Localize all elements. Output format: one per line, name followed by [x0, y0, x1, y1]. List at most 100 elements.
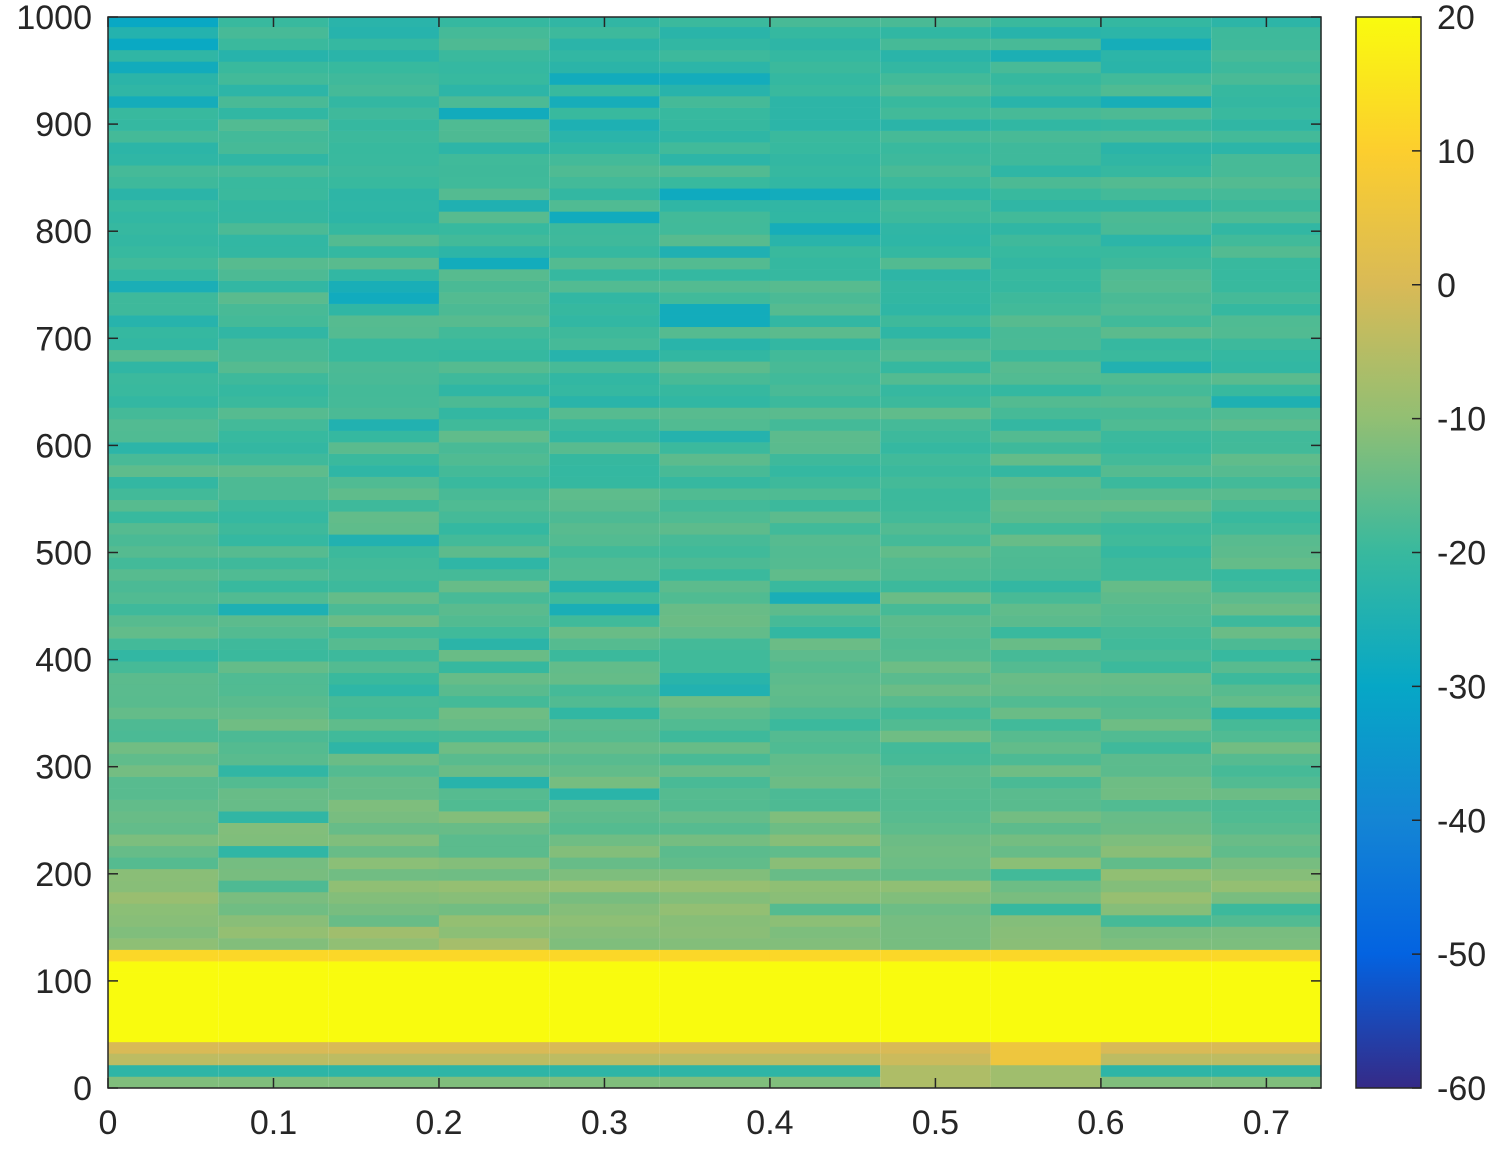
- heatmap-cell: [438, 26, 550, 39]
- heatmap-cell: [1211, 765, 1322, 777]
- heatmap-cell: [438, 545, 550, 558]
- heatmap-cell: [1100, 418, 1212, 431]
- heatmap-cell: [549, 1041, 660, 1054]
- heatmap-cell: [438, 61, 550, 74]
- heatmap-cell: [880, 603, 991, 616]
- heatmap-cell: [107, 257, 219, 270]
- heatmap-cell: [549, 269, 660, 281]
- heatmap-cell: [659, 222, 771, 235]
- heatmap-cell: [549, 199, 660, 212]
- heatmap-cell: [1100, 615, 1212, 627]
- heatmap-cell: [990, 349, 1101, 362]
- heatmap-cell: [1100, 61, 1212, 74]
- heatmap-cell: [328, 38, 440, 51]
- heatmap-cell: [769, 1053, 881, 1066]
- heatmap-cell: [880, 580, 991, 593]
- heatmap-cell: [1211, 245, 1322, 258]
- heatmap-cell: [1211, 407, 1322, 420]
- heatmap-cell: [328, 868, 440, 881]
- heatmap-cell: [1100, 84, 1212, 97]
- heatmap-cell: [1100, 130, 1212, 143]
- heatmap-cell: [1211, 130, 1322, 143]
- heatmap-cell: [328, 557, 440, 570]
- heatmap-cell: [549, 1018, 660, 1031]
- heatmap-cell: [218, 972, 329, 985]
- heatmap-cell: [549, 961, 660, 973]
- heatmap-cell: [659, 326, 771, 339]
- heatmap-cell: [328, 96, 440, 108]
- heatmap-cell: [1211, 695, 1322, 708]
- heatmap-cell: [218, 603, 329, 616]
- heatmap-cell: [659, 949, 771, 962]
- heatmap-cell: [659, 776, 771, 789]
- heatmap-cell: [107, 903, 219, 916]
- heatmap-cell: [990, 292, 1101, 304]
- heatmap-cell: [659, 615, 771, 627]
- y-tick-label: 400: [35, 642, 92, 680]
- heatmap-cell: [769, 407, 881, 420]
- heatmap-cell: [659, 1064, 771, 1077]
- heatmap-cell: [880, 234, 991, 247]
- heatmap-cell: [1100, 49, 1212, 62]
- heatmap-cell: [549, 580, 660, 593]
- heatmap-cell: [880, 361, 991, 374]
- heatmap-cell: [769, 211, 881, 224]
- heatmap-cell: [438, 72, 550, 85]
- heatmap-cell: [1211, 199, 1322, 212]
- heatmap-cell: [1211, 211, 1322, 224]
- heatmap-cell: [107, 868, 219, 881]
- heatmap-cell: [1211, 718, 1322, 731]
- heatmap-cell: [218, 672, 329, 685]
- heatmap-cell: [1211, 707, 1322, 720]
- heatmap-cell: [549, 38, 660, 51]
- heatmap-cell: [438, 718, 550, 731]
- heatmap-cell: [659, 592, 771, 604]
- colorbar: [1355, 16, 1422, 1089]
- heatmap-cell: [438, 834, 550, 847]
- heatmap-cell: [990, 1053, 1101, 1066]
- heatmap-cell: [1100, 811, 1212, 824]
- heatmap-cell: [107, 1018, 219, 1031]
- heatmap-cell: [328, 315, 440, 328]
- y-tick-label: 300: [35, 749, 92, 787]
- heatmap-cell: [769, 926, 881, 939]
- heatmap-cells: [107, 17, 1322, 1089]
- heatmap-cell: [880, 1053, 991, 1066]
- heatmap-cell: [769, 199, 881, 212]
- heatmap-cell: [1211, 1041, 1322, 1054]
- heatmap-cell: [549, 165, 660, 178]
- heatmap-cell: [1211, 96, 1322, 108]
- heatmap-cell: [549, 949, 660, 962]
- heatmap-cell: [1100, 453, 1212, 466]
- heatmap-cell: [1211, 361, 1322, 374]
- heatmap-cell: [880, 372, 991, 385]
- heatmap-cell: [107, 799, 219, 812]
- heatmap-cell: [438, 49, 550, 62]
- heatmap-cell: [769, 476, 881, 489]
- heatmap-cell: [107, 557, 219, 570]
- heatmap-cell: [769, 84, 881, 97]
- heatmap-cell: [218, 845, 329, 858]
- heatmap-cell: [328, 211, 440, 224]
- heatmap-cell: [107, 741, 219, 754]
- heatmap-cell: [218, 395, 329, 408]
- heatmap-cell: [990, 776, 1101, 789]
- colorbar-tick-label: -20: [1437, 535, 1486, 573]
- heatmap-cell: [549, 453, 660, 466]
- heatmap-cell: [1100, 926, 1212, 939]
- heatmap-cell: [1100, 592, 1212, 604]
- heatmap-cell: [990, 395, 1101, 408]
- heatmap-cell: [990, 914, 1101, 927]
- heatmap-cell: [990, 372, 1101, 385]
- heatmap-cell: [880, 119, 991, 131]
- heatmap-cell: [769, 119, 881, 131]
- heatmap-cell: [328, 511, 440, 524]
- heatmap-cell: [549, 303, 660, 316]
- heatmap-cell: [769, 453, 881, 466]
- heatmap-cell: [769, 430, 881, 443]
- heatmap-cell: [659, 130, 771, 143]
- heatmap-cell: [769, 153, 881, 166]
- heatmap-cell: [659, 730, 771, 743]
- heatmap-cell: [1211, 1064, 1322, 1077]
- heatmap-cell: [659, 857, 771, 870]
